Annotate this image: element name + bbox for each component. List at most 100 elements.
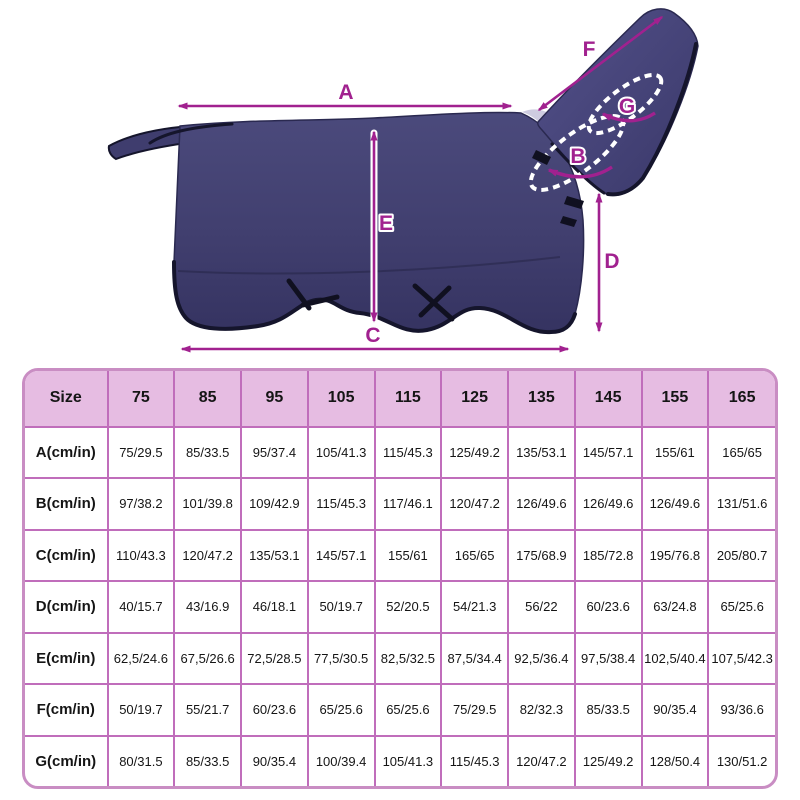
row-header: G(cm/in) xyxy=(25,734,109,786)
table-row-c: C(cm/in) 110/43.3 120/47.2 135/53.1 145/… xyxy=(25,528,775,583)
measurement-cell: 205/80.7 xyxy=(707,528,775,583)
measurement-cell: 50/19.7 xyxy=(306,580,376,634)
measurement-cell: 109/42.9 xyxy=(240,477,309,531)
hood-clip-lower xyxy=(560,216,577,227)
measurement-cell: 85/33.5 xyxy=(173,734,242,786)
measurement-cell: 131/51.6 xyxy=(707,477,775,531)
measurement-cell: 117/46.1 xyxy=(373,477,443,531)
measurement-cell: 100/39.4 xyxy=(306,734,376,786)
measurement-cell: 65/25.6 xyxy=(373,683,443,737)
column-header: 135 xyxy=(507,371,576,428)
measurement-cell: 102,5/40.4 xyxy=(640,631,710,686)
measurement-diagram: A B C D E F G xyxy=(107,8,699,353)
column-header: 105 xyxy=(306,371,376,428)
row-header: B(cm/in) xyxy=(25,477,109,531)
measurement-cell: 60/23.6 xyxy=(240,683,309,737)
measurement-cell: 85/33.5 xyxy=(573,683,643,737)
dimension-label-b: B xyxy=(570,145,585,168)
measurement-cell: 145/57.1 xyxy=(573,425,643,480)
dimension-label-d: D xyxy=(604,250,619,273)
measurement-cell: 52/20.5 xyxy=(373,580,443,634)
measurement-cell: 128/50.4 xyxy=(640,734,710,786)
measurement-cell: 126/49.6 xyxy=(507,477,576,531)
column-header: 165 xyxy=(707,371,775,428)
table-row-b: B(cm/in) 97/38.2 101/39.8 109/42.9 115/4… xyxy=(25,477,775,531)
measurement-cell: 105/41.3 xyxy=(373,734,443,786)
measurement-cell: 145/57.1 xyxy=(306,528,376,583)
column-header: 155 xyxy=(640,371,710,428)
measurement-cell: 195/76.8 xyxy=(640,528,710,583)
measurement-cell: 185/72.8 xyxy=(573,528,643,583)
measurement-cell: 50/19.7 xyxy=(106,683,176,737)
hood-girth-arrow xyxy=(601,111,656,123)
measurement-cell: 165/65 xyxy=(707,425,775,480)
bottom-trim xyxy=(172,260,577,335)
column-header: 75 xyxy=(106,371,176,428)
table-row-e: E(cm/in) 62,5/24.6 67,5/26.6 72,5/28.5 7… xyxy=(25,631,775,686)
measurement-cell: 56/22 xyxy=(507,580,576,634)
measurement-cell: 82,5/32.5 xyxy=(373,631,443,686)
dimension-label-e: E xyxy=(379,212,393,235)
measurement-cell: 126/49.6 xyxy=(573,477,643,531)
measurement-cell: 63/24.8 xyxy=(640,580,710,634)
measurement-cell: 120/47.2 xyxy=(507,734,576,786)
row-header: E(cm/in) xyxy=(25,631,109,686)
measurement-cell: 110/43.3 xyxy=(106,528,176,583)
measurement-cell: 77,5/30.5 xyxy=(306,631,376,686)
table-row-f: F(cm/in) 50/19.7 55/21.7 60/23.6 65/25.6… xyxy=(25,683,775,737)
column-header: 115 xyxy=(373,371,443,428)
header-row: Size 75 85 95 105 115 125 135 145 155 16… xyxy=(25,371,775,428)
measurement-cell: 101/39.8 xyxy=(173,477,242,531)
measurement-cell: 75/29.5 xyxy=(440,683,509,737)
measurement-cell: 60/23.6 xyxy=(573,580,643,634)
neck-girth-arrow xyxy=(547,165,613,179)
row-header: C(cm/in) xyxy=(25,528,109,583)
column-header: 145 xyxy=(573,371,643,428)
top-left-trim xyxy=(148,122,234,145)
measurement-cell: 54/21.3 xyxy=(440,580,509,634)
measurement-cell: 90/35.4 xyxy=(640,683,710,737)
measurement-cell: 93/36.6 xyxy=(707,683,775,737)
leg-strap-right xyxy=(412,283,455,322)
measurement-cell: 72,5/28.5 xyxy=(240,631,309,686)
row-header: F(cm/in) xyxy=(25,683,109,737)
measurement-cell: 65/25.6 xyxy=(707,580,775,634)
measurement-cell: 115/45.3 xyxy=(440,734,509,786)
measurement-cell: 107,5/42.3 xyxy=(707,631,775,686)
measurement-cell: 90/35.4 xyxy=(240,734,309,786)
measurement-cell: 135/53.1 xyxy=(507,425,576,480)
measurement-cell: 92,5/36.4 xyxy=(507,631,576,686)
wither-clip xyxy=(532,150,551,165)
dimension-label-f: F xyxy=(583,38,596,61)
measurement-cell: 65/25.6 xyxy=(306,683,376,737)
column-header: 95 xyxy=(240,371,309,428)
measurement-cell: 95/37.4 xyxy=(240,425,309,480)
rug-seam-line xyxy=(177,256,561,275)
dimension-label-c: C xyxy=(365,324,380,347)
column-header: 125 xyxy=(440,371,509,428)
table-row-d: D(cm/in) 40/15.7 43/16.9 46/18.1 50/19.7… xyxy=(25,580,775,634)
dimension-label-g: G xyxy=(619,95,635,118)
measurement-cell: 80/31.5 xyxy=(106,734,176,786)
measurement-cell: 97/38.2 xyxy=(106,477,176,531)
leg-strap-left xyxy=(286,278,340,311)
row-header: D(cm/in) xyxy=(25,580,109,634)
row-header: A(cm/in) xyxy=(25,425,109,480)
measurement-cell: 130/51.2 xyxy=(707,734,775,786)
measurement-cell: 55/21.7 xyxy=(173,683,242,737)
size-table: Size 75 85 95 105 115 125 135 145 155 16… xyxy=(22,368,778,789)
measurement-cell: 165/65 xyxy=(440,528,509,583)
measurement-cell: 97,5/38.4 xyxy=(573,631,643,686)
column-header-size: Size xyxy=(25,371,109,428)
measurement-cell: 125/49.2 xyxy=(573,734,643,786)
measurement-cell: 120/47.2 xyxy=(440,477,509,531)
measurement-cell: 82/32.3 xyxy=(507,683,576,737)
dimension-label-a: A xyxy=(338,81,353,104)
measurement-cell: 67,5/26.6 xyxy=(173,631,242,686)
column-header: 85 xyxy=(173,371,242,428)
measurement-cell: 155/61 xyxy=(373,528,443,583)
measurement-cell: 155/61 xyxy=(640,425,710,480)
measurement-cell: 115/45.3 xyxy=(306,477,376,531)
measurement-cell: 115/45.3 xyxy=(373,425,443,480)
